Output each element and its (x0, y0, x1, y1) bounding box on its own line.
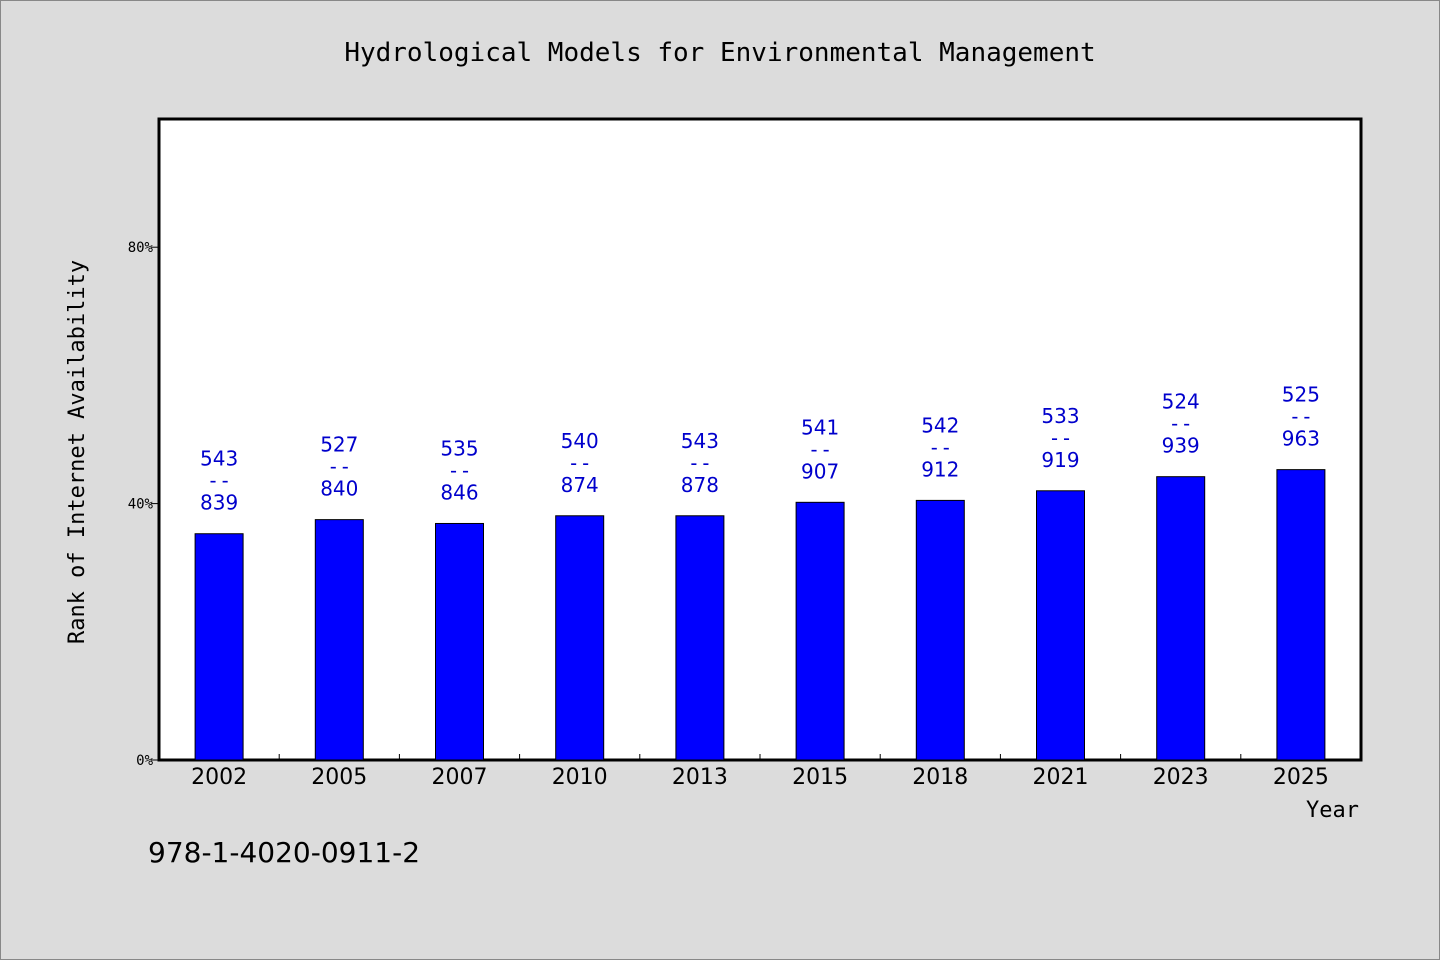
bar-label-bottom: 840 (320, 477, 358, 501)
bar-label-top: 542 (921, 413, 959, 437)
x-tick-label: 2025 (1273, 765, 1329, 790)
bar-2013 (675, 515, 725, 761)
x-tick-label: 2018 (912, 765, 968, 790)
bar-label-bottom: 912 (921, 457, 959, 481)
bar-2015 (795, 501, 845, 761)
bar-label-sep: -- (207, 469, 231, 493)
bar-label-sep: -- (568, 451, 592, 475)
bar-label-top: 541 (801, 415, 839, 439)
x-tick-label: 2010 (552, 765, 608, 790)
bar-label-top: 533 (1041, 404, 1079, 428)
x-tick-label: 2005 (311, 765, 367, 790)
y-tick-label: 40% (128, 497, 154, 513)
x-tick-label: 2015 (792, 765, 848, 790)
bar-label-sep: -- (327, 455, 351, 479)
bar-label-sep: -- (1169, 412, 1193, 436)
bar-label-top: 527 (320, 433, 358, 457)
x-tick-label: 2002 (191, 765, 247, 790)
bar-label-bottom: 907 (801, 459, 839, 483)
x-tick-label: 2021 (1033, 765, 1089, 790)
x-axis-label: Year (1306, 798, 1359, 823)
bar-label-top: 543 (200, 447, 238, 471)
bar-label-top: 535 (440, 436, 478, 460)
bar-label-bottom: 963 (1282, 427, 1320, 451)
bar-label-top: 525 (1282, 383, 1320, 407)
x-axis: 2002 2005 2007 2010 2013 2015 2018 2021 2023 2025 (191, 754, 1329, 790)
bar-label-bottom: 846 (440, 480, 478, 504)
bar-2025 (1276, 469, 1326, 761)
isbn-footer: 978-1-4020-0911-2 (148, 836, 420, 869)
chart-title: Hydrological Models for Environmental Ma… (344, 38, 1095, 68)
bar-label-sep: -- (1289, 405, 1313, 429)
bar-label-sep: -- (688, 451, 712, 475)
x-tick-label: 2013 (672, 765, 728, 790)
bars-group (194, 469, 1326, 761)
bar-label-sep: -- (1048, 426, 1072, 450)
bar-2007 (435, 522, 484, 761)
bar-2010 (555, 515, 605, 761)
bar-label-bottom: 919 (1041, 448, 1079, 472)
y-axis: 0% 40% 80% (128, 240, 159, 769)
x-tick-label: 2023 (1153, 765, 1209, 790)
bar-label-top: 543 (681, 429, 719, 453)
bar-2005 (314, 519, 364, 761)
bar-labels-group: 543--839527--840535--846540--874543--878… (200, 383, 1320, 515)
bar-label-sep: -- (447, 458, 471, 482)
y-axis-label: Rank of Internet Availability (65, 260, 90, 644)
bar-2018 (915, 499, 965, 761)
bar-label-sep: -- (808, 437, 832, 461)
bar-label-top: 524 (1162, 390, 1200, 414)
bar-2023 (1156, 476, 1206, 761)
bar-2002 (194, 533, 244, 761)
bar-label-bottom: 939 (1162, 434, 1200, 458)
x-tick-label: 2007 (432, 765, 488, 790)
bar-label-bottom: 878 (681, 473, 719, 497)
bar-2021 (1036, 490, 1085, 761)
y-tick-label: 80% (128, 240, 154, 256)
y-tick-label: 0% (136, 753, 153, 769)
bar-label-top: 540 (561, 429, 599, 453)
bar-label-bottom: 874 (561, 473, 599, 497)
bar-label-bottom: 839 (200, 491, 238, 515)
bar-label-sep: -- (928, 435, 952, 459)
